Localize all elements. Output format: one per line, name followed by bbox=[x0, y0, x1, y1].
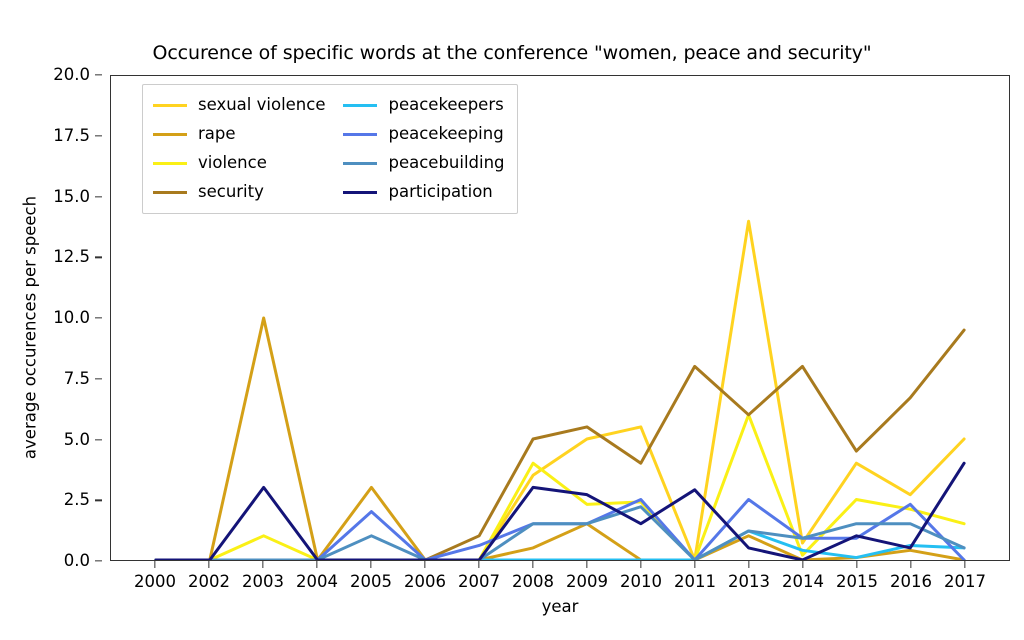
y-tick-mark bbox=[95, 135, 102, 137]
x-tick-mark bbox=[964, 561, 966, 568]
legend-color-swatch bbox=[343, 132, 378, 137]
legend-color-swatch bbox=[153, 161, 187, 166]
legend-label: peacekeeping bbox=[388, 124, 504, 144]
x-tick-mark bbox=[262, 561, 264, 568]
legend-label: rape bbox=[198, 124, 236, 144]
y-tick-label: 20.0 bbox=[53, 64, 90, 84]
y-tick-label: 2.5 bbox=[63, 490, 90, 509]
legend-entry[interactable]: security bbox=[153, 180, 325, 205]
y-tick-mark bbox=[95, 560, 102, 562]
x-tick-mark bbox=[316, 561, 318, 568]
y-tick-label: 17.5 bbox=[53, 125, 90, 145]
series-line bbox=[154, 461, 966, 560]
y-tick-mark bbox=[95, 317, 102, 319]
x-tick-mark bbox=[694, 561, 696, 568]
x-tick-label: 2016 bbox=[890, 572, 932, 591]
legend-color-swatch bbox=[153, 132, 187, 137]
x-tick-label: 2002 bbox=[188, 572, 230, 591]
x-tick-mark bbox=[424, 561, 426, 568]
y-tick-mark bbox=[95, 256, 102, 258]
y-tick-label: 7.5 bbox=[63, 368, 90, 388]
x-tick-label: 2000 bbox=[134, 572, 176, 591]
x-tick-label: 2007 bbox=[458, 572, 500, 591]
legend-column: peacekeepers peacekeeping peacebuilding par… bbox=[343, 93, 505, 205]
x-tick-mark bbox=[532, 561, 534, 568]
x-tick-mark bbox=[208, 561, 210, 568]
x-tick-label: 2011 bbox=[674, 572, 716, 591]
chart-title: Occurence of specific words at the confe… bbox=[152, 42, 872, 64]
legend-entry[interactable]: peacebuilding bbox=[343, 151, 505, 176]
legend-column: sexual violence rape violence security bbox=[153, 93, 325, 205]
chart-legend: sexual violence rape violence security peace… bbox=[142, 84, 518, 214]
y-axis-title: average occurences per speech bbox=[20, 195, 40, 460]
y-tick-mark bbox=[95, 499, 102, 501]
x-tick-mark bbox=[154, 561, 156, 568]
x-tick-label: 2009 bbox=[566, 572, 608, 591]
legend-entry[interactable]: peacekeepers bbox=[343, 93, 504, 118]
y-tick-label: 15.0 bbox=[53, 186, 90, 206]
series-line bbox=[154, 219, 966, 560]
legend-label: violence bbox=[198, 153, 267, 173]
legend-entry[interactable]: rape bbox=[153, 122, 325, 147]
legend-entry[interactable]: peacekeeping bbox=[343, 122, 504, 147]
legend-label: sexual violence bbox=[198, 95, 326, 115]
x-tick-label: 2013 bbox=[728, 572, 770, 591]
x-tick-mark bbox=[370, 561, 372, 568]
series-line bbox=[154, 328, 966, 560]
legend-entry[interactable]: participation bbox=[343, 180, 504, 205]
y-tick-label: 0.0 bbox=[63, 550, 90, 570]
x-tick-label: 2003 bbox=[242, 572, 284, 591]
x-tick-mark bbox=[586, 561, 588, 568]
legend-color-swatch bbox=[153, 190, 187, 195]
x-tick-mark bbox=[640, 561, 642, 568]
x-tick-label: 2008 bbox=[512, 572, 554, 591]
x-axis-title: year bbox=[541, 597, 579, 616]
series-line bbox=[154, 413, 966, 560]
legend-color-swatch bbox=[153, 103, 187, 108]
x-tick-label: 2006 bbox=[404, 572, 446, 591]
x-tick-mark bbox=[802, 561, 804, 568]
x-tick-label: 2015 bbox=[836, 572, 878, 591]
legend-label: participation bbox=[388, 182, 493, 202]
y-axis: 0.0 2.5 5.0 7.5 10.0 12.5 15.0 17.5 20.0 bbox=[0, 66, 102, 568]
x-tick-mark bbox=[856, 561, 858, 568]
x-tick-label: 2004 bbox=[296, 572, 338, 591]
series-line bbox=[154, 316, 966, 560]
x-tick-mark bbox=[910, 561, 912, 568]
y-tick-label: 12.5 bbox=[53, 247, 90, 266]
series-line bbox=[154, 498, 966, 560]
legend-color-swatch bbox=[343, 103, 378, 108]
series-line bbox=[154, 505, 966, 560]
legend-entry[interactable]: violence bbox=[153, 151, 325, 176]
x-axis: 2000 2002 2003 2004 2005 2006 2007 2008 2009 2010… bbox=[110, 561, 1010, 601]
x-tick-label: 2005 bbox=[350, 572, 392, 591]
legend-color-swatch bbox=[343, 190, 378, 195]
legend-color-swatch bbox=[343, 161, 378, 166]
x-tick-label: 2010 bbox=[620, 572, 662, 591]
x-tick-label: 2014 bbox=[782, 572, 824, 591]
y-tick-label: 10.0 bbox=[53, 307, 90, 327]
y-tick-label: 5.0 bbox=[63, 429, 90, 449]
x-tick-mark bbox=[748, 561, 750, 568]
legend-label: security bbox=[198, 182, 264, 202]
x-tick-mark bbox=[478, 561, 480, 568]
y-tick-mark bbox=[95, 378, 102, 380]
legend-entry[interactable]: sexual violence bbox=[153, 93, 325, 118]
series-lines bbox=[154, 219, 966, 560]
legend-label: peacekeepers bbox=[388, 95, 504, 115]
x-tick-label: 2017 bbox=[944, 572, 986, 591]
legend-label: peacebuilding bbox=[388, 153, 505, 173]
y-tick-mark bbox=[95, 74, 102, 76]
y-tick-mark bbox=[95, 195, 102, 198]
series-line bbox=[154, 529, 966, 560]
y-tick-mark bbox=[95, 438, 102, 441]
